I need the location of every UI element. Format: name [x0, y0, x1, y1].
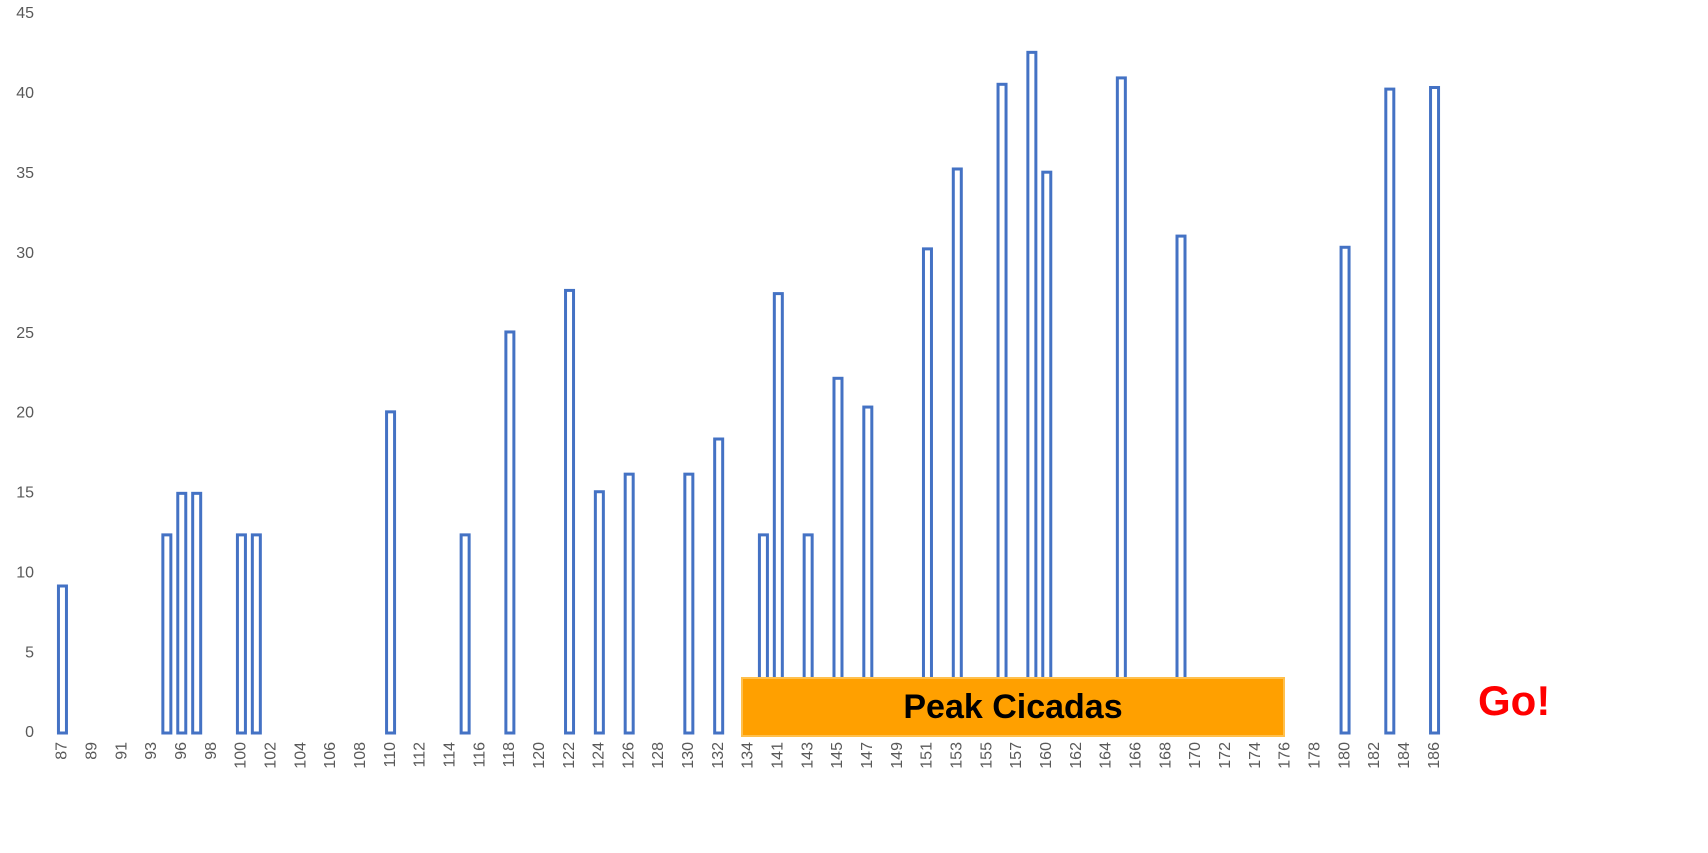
bar	[623, 472, 635, 735]
bar	[996, 82, 1008, 735]
bar	[564, 288, 576, 735]
x-tick-label: 87	[54, 742, 71, 760]
bar	[1339, 245, 1351, 735]
x-tick-label: 160	[1038, 742, 1055, 769]
bar	[772, 292, 784, 735]
x-tick-label: 168	[1157, 742, 1174, 769]
bar	[593, 490, 605, 735]
x-tick-label: 176	[1277, 742, 1294, 769]
bar	[235, 533, 247, 735]
x-tick-label: 116	[471, 742, 488, 768]
bar	[250, 533, 262, 735]
bar	[951, 167, 963, 735]
bar	[459, 533, 471, 735]
bar	[1115, 76, 1127, 735]
x-tick-label: 147	[859, 742, 876, 769]
bar	[1384, 87, 1396, 735]
peak-box	[741, 677, 1285, 737]
y-tick-label: 5	[25, 644, 34, 661]
x-tick-label: 112	[412, 742, 429, 768]
x-tick-label: 100	[233, 742, 250, 769]
x-tick-label: 120	[531, 742, 548, 769]
annotation: Peak Cicadas	[903, 688, 1122, 726]
x-tick-label: 186	[1426, 742, 1443, 769]
x-tick-label: 172	[1217, 742, 1234, 769]
x-tick-label: 162	[1068, 742, 1085, 769]
bar	[56, 584, 68, 735]
x-tick-label: 126	[620, 742, 637, 769]
x-tick-label: 122	[561, 742, 578, 769]
y-tick-label: 0	[25, 724, 34, 741]
bar	[683, 472, 695, 735]
x-tick-label: 89	[84, 742, 101, 760]
x-tick-label: 114	[441, 742, 458, 768]
y-tick-label: 10	[16, 564, 34, 581]
x-tick-label: 128	[650, 742, 667, 769]
x-tick-label: 134	[740, 742, 757, 769]
x-tick-label: 104	[292, 742, 309, 769]
bar	[1026, 50, 1038, 735]
x-tick-label: 174	[1247, 742, 1264, 769]
bar	[191, 491, 203, 735]
x-tick-label: 130	[680, 742, 697, 769]
x-tick-label: 108	[352, 742, 369, 769]
bar	[504, 330, 516, 735]
bar	[161, 533, 173, 735]
x-tick-label: 157	[1008, 742, 1025, 769]
x-tick-label: 166	[1127, 742, 1144, 769]
bar	[1041, 170, 1053, 735]
y-tick-label: 15	[16, 485, 34, 502]
bar	[385, 410, 397, 735]
x-tick-label: 178	[1306, 742, 1323, 769]
x-tick-label: 184	[1396, 742, 1413, 769]
bar	[921, 247, 933, 735]
x-tick-label: 102	[262, 742, 279, 769]
y-tick-label: 45	[16, 5, 34, 22]
x-tick-label: 106	[322, 742, 339, 769]
y-tick-label: 40	[16, 85, 34, 102]
bar	[176, 491, 188, 735]
x-tick-label: 98	[203, 742, 220, 760]
x-tick-label: 153	[949, 742, 966, 769]
x-tick-label: 132	[710, 742, 727, 769]
x-tick-label: 164	[1098, 742, 1115, 769]
y-tick-label: 30	[16, 245, 34, 262]
x-tick-label: 118	[501, 742, 518, 768]
x-tick-label: 182	[1366, 742, 1383, 769]
x-tick-label: 151	[919, 742, 936, 769]
x-tick-label: 91	[113, 742, 130, 760]
x-tick-label: 110	[382, 742, 399, 768]
bar	[713, 437, 725, 735]
x-tick-label: 141	[770, 742, 787, 769]
x-tick-label: 145	[829, 742, 846, 769]
y-tick-label: 35	[16, 165, 34, 182]
x-tick-label: 93	[143, 742, 160, 760]
y-tick-label: 25	[16, 325, 34, 342]
bar	[1175, 234, 1187, 735]
x-tick-label: 170	[1187, 742, 1204, 769]
x-tick-label: 149	[889, 742, 906, 769]
x-tick-label: 180	[1336, 742, 1353, 769]
y-tick-label: 20	[16, 405, 34, 422]
annotation: Go!	[1478, 677, 1550, 724]
x-tick-label: 124	[591, 742, 608, 769]
x-tick-label: 155	[978, 742, 995, 769]
x-tick-label: 96	[173, 742, 190, 760]
x-tick-label: 143	[799, 742, 816, 769]
bar	[1429, 85, 1441, 735]
